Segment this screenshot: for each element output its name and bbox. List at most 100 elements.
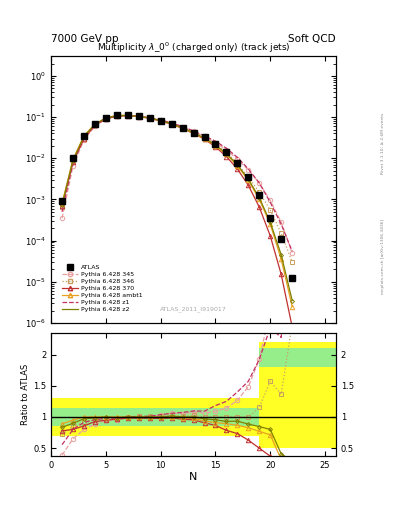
Pythia 6.428 z2 (257, 195, 262, 201)
Pythia 6.428 z2 (169, 121, 174, 127)
Pythia 6.428 345 (82, 137, 86, 143)
Pythia 6.428 ambt1 (268, 221, 273, 227)
Pythia 6.428 ambt1 (191, 130, 196, 136)
Pythia 6.428 z1 (290, 248, 294, 254)
Pythia 6.428 z1 (114, 113, 119, 119)
Pythia 6.428 ambt1 (93, 121, 97, 127)
ATLAS (93, 121, 97, 127)
Pythia 6.428 346 (202, 135, 207, 141)
ATLAS (246, 174, 251, 180)
X-axis label: N: N (189, 472, 198, 482)
Pythia 6.428 370 (82, 136, 86, 142)
Pythia 6.428 345 (93, 123, 97, 130)
Pythia 6.428 346 (257, 189, 262, 195)
Pythia 6.428 ambt1 (71, 156, 75, 162)
Pythia 6.428 ambt1 (158, 118, 163, 124)
Pythia 6.428 370 (147, 115, 152, 121)
Pythia 6.428 ambt1 (60, 200, 64, 206)
Pythia 6.428 345 (180, 124, 185, 130)
Pythia 6.428 z2 (125, 112, 130, 118)
Pythia 6.428 ambt1 (235, 163, 240, 169)
Text: Rivet 3.1.10; ≥ 2.6M events: Rivet 3.1.10; ≥ 2.6M events (381, 113, 385, 174)
Pythia 6.428 345 (158, 117, 163, 123)
ATLAS (60, 198, 64, 204)
Pythia 6.428 346 (180, 124, 185, 131)
Pythia 6.428 370 (279, 271, 284, 278)
Pythia 6.428 z1 (279, 221, 284, 227)
Pythia 6.428 370 (136, 114, 141, 120)
Pythia 6.428 370 (202, 136, 207, 142)
Pythia 6.428 z2 (279, 252, 284, 258)
ATLAS (257, 191, 262, 198)
Pythia 6.428 ambt1 (103, 115, 108, 121)
Pythia 6.428 346 (246, 174, 251, 180)
Pythia 6.428 346 (224, 149, 229, 155)
Pythia 6.428 346 (125, 112, 130, 118)
Pythia 6.428 346 (147, 115, 152, 121)
Pythia 6.428 ambt1 (82, 133, 86, 139)
Pythia 6.428 370 (103, 116, 108, 122)
Pythia 6.428 370 (158, 118, 163, 124)
ATLAS (71, 155, 75, 161)
Pythia 6.428 370 (268, 233, 273, 239)
ATLAS (158, 118, 163, 124)
Line: Pythia 6.428 z1: Pythia 6.428 z1 (62, 115, 292, 251)
Pythia 6.428 370 (246, 182, 251, 188)
ATLAS (290, 275, 294, 282)
Pythia 6.428 ambt1 (147, 115, 152, 121)
Pythia 6.428 z1 (93, 122, 97, 128)
Pythia 6.428 ambt1 (224, 151, 229, 157)
Pythia 6.428 346 (103, 116, 108, 122)
Pythia 6.428 z2 (191, 130, 196, 136)
ATLAS (235, 160, 240, 166)
ATLAS (114, 112, 119, 118)
Pythia 6.428 345 (125, 112, 130, 118)
Title: Multiplicity $\lambda$_0$^0$ (charged only) (track jets): Multiplicity $\lambda$_0$^0$ (charged on… (97, 40, 290, 55)
Line: Pythia 6.428 ambt1: Pythia 6.428 ambt1 (60, 113, 294, 309)
Pythia 6.428 345 (147, 115, 152, 121)
Pythia 6.428 345 (60, 215, 64, 221)
ATLAS (224, 149, 229, 155)
Pythia 6.428 z2 (290, 297, 294, 304)
Pythia 6.428 z1 (60, 209, 64, 215)
ATLAS (202, 135, 207, 141)
Pythia 6.428 345 (257, 180, 262, 186)
Pythia 6.428 z2 (246, 176, 251, 182)
Pythia 6.428 z2 (224, 151, 229, 157)
Pythia 6.428 z2 (71, 157, 75, 163)
Pythia 6.428 ambt1 (279, 257, 284, 263)
Pythia 6.428 345 (103, 116, 108, 122)
Pythia 6.428 ambt1 (136, 113, 141, 119)
Pythia 6.428 370 (191, 131, 196, 137)
Pythia 6.428 z1 (136, 113, 141, 119)
Text: Soft QCD: Soft QCD (288, 33, 336, 44)
Pythia 6.428 ambt1 (202, 136, 207, 142)
Pythia 6.428 z2 (147, 115, 152, 121)
Pythia 6.428 z1 (180, 123, 185, 130)
Pythia 6.428 z1 (71, 159, 75, 165)
Pythia 6.428 ambt1 (180, 125, 185, 131)
Pythia 6.428 345 (191, 129, 196, 135)
Pythia 6.428 z1 (191, 128, 196, 134)
ATLAS (191, 130, 196, 136)
ATLAS (268, 215, 273, 221)
Pythia 6.428 ambt1 (125, 112, 130, 118)
Pythia 6.428 z2 (213, 142, 218, 148)
Y-axis label: Ratio to ATLAS: Ratio to ATLAS (21, 364, 30, 425)
ATLAS (169, 121, 174, 127)
Pythia 6.428 345 (114, 113, 119, 119)
Line: Pythia 6.428 z2: Pythia 6.428 z2 (61, 114, 294, 302)
Pythia 6.428 345 (202, 133, 207, 139)
Pythia 6.428 346 (235, 160, 240, 166)
Line: ATLAS: ATLAS (59, 112, 295, 282)
ATLAS (180, 125, 185, 131)
Pythia 6.428 370 (169, 121, 174, 127)
Pythia 6.428 370 (290, 324, 294, 330)
Pythia 6.428 346 (158, 117, 163, 123)
ATLAS (82, 133, 86, 139)
Pythia 6.428 345 (279, 219, 284, 225)
Pythia 6.428 345 (246, 167, 251, 173)
Pythia 6.428 370 (60, 203, 64, 209)
Pythia 6.428 370 (93, 122, 97, 129)
Pythia 6.428 345 (169, 120, 174, 126)
